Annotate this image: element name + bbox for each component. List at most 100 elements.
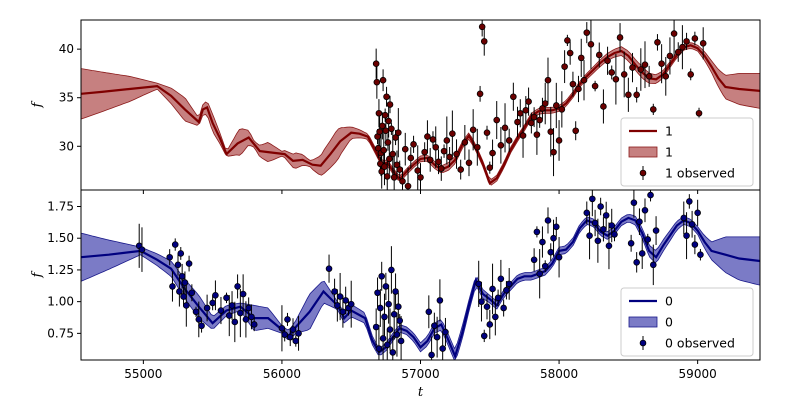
data-point [396,166,404,173]
data-point [185,260,193,267]
legend-bottom: 0 0 0 observed [620,287,754,357]
data-point [544,217,552,224]
data-point [691,241,699,248]
data-point [225,312,233,319]
data-point [492,313,499,321]
data-point [383,93,390,101]
data-point [550,234,557,242]
data-point [525,98,532,105]
data-point [169,283,176,290]
y-axis-label: f [30,100,45,108]
data-point [376,128,383,136]
data-point [528,119,535,127]
data-point [379,335,387,342]
data-point [212,291,219,299]
data-point [480,38,488,45]
data-point [231,318,239,326]
data-point [586,232,593,239]
data-point [421,148,428,156]
data-point [178,272,186,280]
data-point [597,203,604,210]
data-point [505,280,513,288]
data-point [385,117,392,125]
data-point [195,316,203,323]
legend-label: 1 [665,145,673,160]
data-point [396,317,404,324]
data-point [426,156,434,164]
data-point [595,51,603,59]
data-point [284,316,291,323]
data-point [486,164,494,171]
data-point [393,331,401,338]
data-point [245,304,252,312]
data-point [694,209,701,217]
data-point [608,69,616,76]
data-point [683,38,690,45]
data-point [192,308,200,316]
data-point [616,34,624,41]
data-point [680,214,688,222]
data-point [334,302,341,309]
data-point [691,35,699,42]
legend-label: 1 observed [665,166,735,181]
data-point [533,228,541,236]
data-point [248,313,255,321]
data-point [555,137,563,144]
data-point [633,259,640,266]
data-point [388,266,395,274]
data-point [181,279,189,286]
data-point [281,331,289,338]
legend-point-swatch [639,339,647,347]
data-point [644,236,652,243]
data-point [566,49,574,57]
data-point [379,122,386,130]
y-tick-label: 1.75 [47,199,74,213]
data-point [407,154,415,162]
data-point [203,304,211,312]
data-point [469,126,477,134]
data-point [177,250,185,257]
data-point [636,218,643,226]
legend-point-swatch [639,169,647,177]
data-point [500,304,507,312]
data-point [375,109,383,117]
data-point [278,324,286,332]
data-point [550,148,557,156]
data-point [552,102,560,109]
data-point [577,54,585,62]
data-point [138,246,146,253]
data-point [250,321,258,328]
data-point [388,125,395,133]
data-point [679,43,686,51]
data-point [339,308,347,316]
data-point [699,40,707,47]
data-point [647,191,654,199]
data-point [453,150,460,158]
data-point [666,52,674,60]
data-point [591,82,599,90]
data-point [373,78,381,86]
data-point [583,209,591,217]
data-point [591,219,599,227]
data-point [374,289,381,297]
data-point [442,328,449,336]
data-point [428,351,435,359]
data-point [381,163,388,170]
data-point [641,206,649,214]
y-axis-label: f [30,270,45,278]
data-point [649,106,657,113]
y-tick-label: 1.00 [47,295,74,309]
data-point [625,91,632,99]
data-point [457,166,464,173]
data-point [583,29,591,36]
data-point [539,238,546,246]
data-point [372,60,380,68]
data-point [228,302,236,309]
data-point [399,177,406,185]
data-point [385,300,392,308]
data-point [209,299,216,307]
data-point [536,116,543,124]
data-point [375,345,383,352]
y-tick-label: 1.50 [47,231,74,245]
data-point [493,116,501,124]
